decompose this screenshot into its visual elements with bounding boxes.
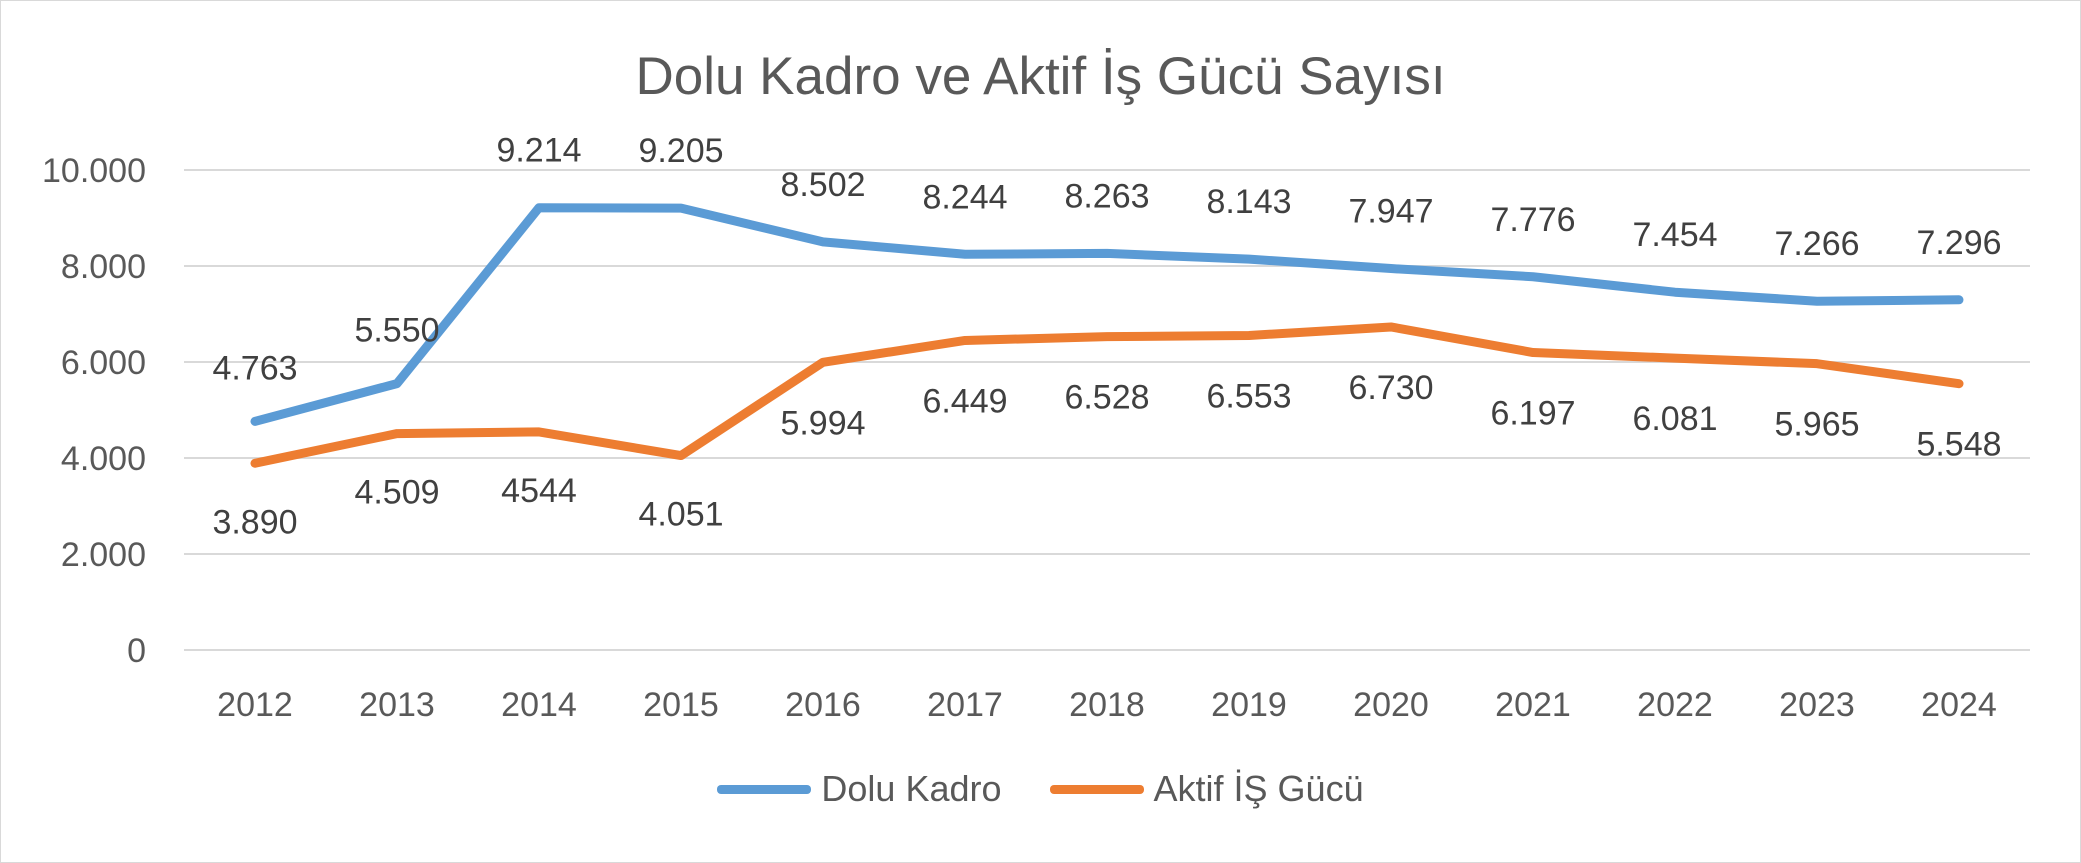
data-label: 5.548 bbox=[1916, 426, 2001, 464]
x-tick-label: 2019 bbox=[1211, 686, 1287, 724]
data-label: 4544 bbox=[501, 472, 577, 510]
legend-item-dolu-kadro: Dolu Kadro bbox=[717, 768, 1002, 810]
data-label: 4.051 bbox=[638, 496, 723, 534]
data-label: 6.449 bbox=[922, 382, 1007, 420]
y-tick-label: 10.000 bbox=[42, 152, 146, 190]
chart-legend: Dolu Kadro Aktif İŞ Gücü bbox=[0, 768, 2081, 810]
legend-label-aktif-is-gucu: Aktif İŞ Gücü bbox=[1153, 768, 1364, 809]
data-label: 9.205 bbox=[638, 132, 723, 170]
data-label: 7.947 bbox=[1348, 193, 1433, 231]
data-label: 8.263 bbox=[1064, 177, 1149, 215]
data-label: 5.994 bbox=[780, 404, 865, 442]
x-tick-label: 2013 bbox=[359, 686, 435, 724]
data-label: 7.776 bbox=[1490, 201, 1575, 239]
x-tick-label: 2018 bbox=[1069, 686, 1145, 724]
data-label: 6.528 bbox=[1064, 379, 1149, 417]
y-tick-label: 2.000 bbox=[61, 536, 146, 574]
data-label: 7.266 bbox=[1774, 225, 1859, 263]
legend-label-dolu-kadro: Dolu Kadro bbox=[821, 768, 1002, 809]
data-label: 9.214 bbox=[496, 132, 581, 170]
x-tick-label: 2020 bbox=[1353, 686, 1429, 724]
x-tick-label: 2014 bbox=[501, 686, 577, 724]
x-tick-label: 2022 bbox=[1637, 686, 1713, 724]
y-tick-label: 4.000 bbox=[61, 440, 146, 478]
y-tick-label: 8.000 bbox=[61, 248, 146, 286]
series-line-dolu-kadro bbox=[250, 203, 1964, 426]
series-line-aktif-is-gucu bbox=[250, 322, 1964, 468]
data-label: 6.081 bbox=[1632, 400, 1717, 438]
data-label: 5.550 bbox=[354, 312, 439, 350]
data-label: 7.454 bbox=[1632, 216, 1717, 254]
data-label: 5.965 bbox=[1774, 406, 1859, 444]
legend-swatch-aktif-is-gucu bbox=[1049, 784, 1144, 794]
x-tick-label: 2012 bbox=[217, 686, 293, 724]
legend-item-aktif-is-gucu: Aktif İŞ Gücü bbox=[1049, 768, 1364, 810]
data-label: 6.553 bbox=[1206, 377, 1291, 415]
data-label: 4.763 bbox=[212, 349, 297, 387]
x-tick-label: 2023 bbox=[1779, 686, 1855, 724]
chart-title: Dolu Kadro ve Aktif İş Gücü Sayısı bbox=[635, 47, 1446, 106]
data-label: 6.730 bbox=[1348, 369, 1433, 407]
x-tick-label: 2017 bbox=[927, 686, 1003, 724]
legend-swatch-dolu-kadro bbox=[717, 784, 812, 794]
x-tick-label: 2021 bbox=[1495, 686, 1571, 724]
data-label: 7.296 bbox=[1916, 224, 2001, 262]
data-label: 6.197 bbox=[1490, 395, 1575, 433]
data-label: 8.244 bbox=[922, 178, 1007, 216]
y-tick-label: 6.000 bbox=[61, 344, 146, 382]
x-tick-label: 2015 bbox=[643, 686, 719, 724]
data-label: 8.502 bbox=[780, 166, 865, 204]
data-label: 3.890 bbox=[212, 503, 297, 541]
data-label: 8.143 bbox=[1206, 183, 1291, 221]
data-label: 4.509 bbox=[354, 474, 439, 512]
y-tick-label: 0 bbox=[127, 632, 146, 670]
x-tick-label: 2024 bbox=[1921, 686, 1997, 724]
x-tick-label: 2016 bbox=[785, 686, 861, 724]
